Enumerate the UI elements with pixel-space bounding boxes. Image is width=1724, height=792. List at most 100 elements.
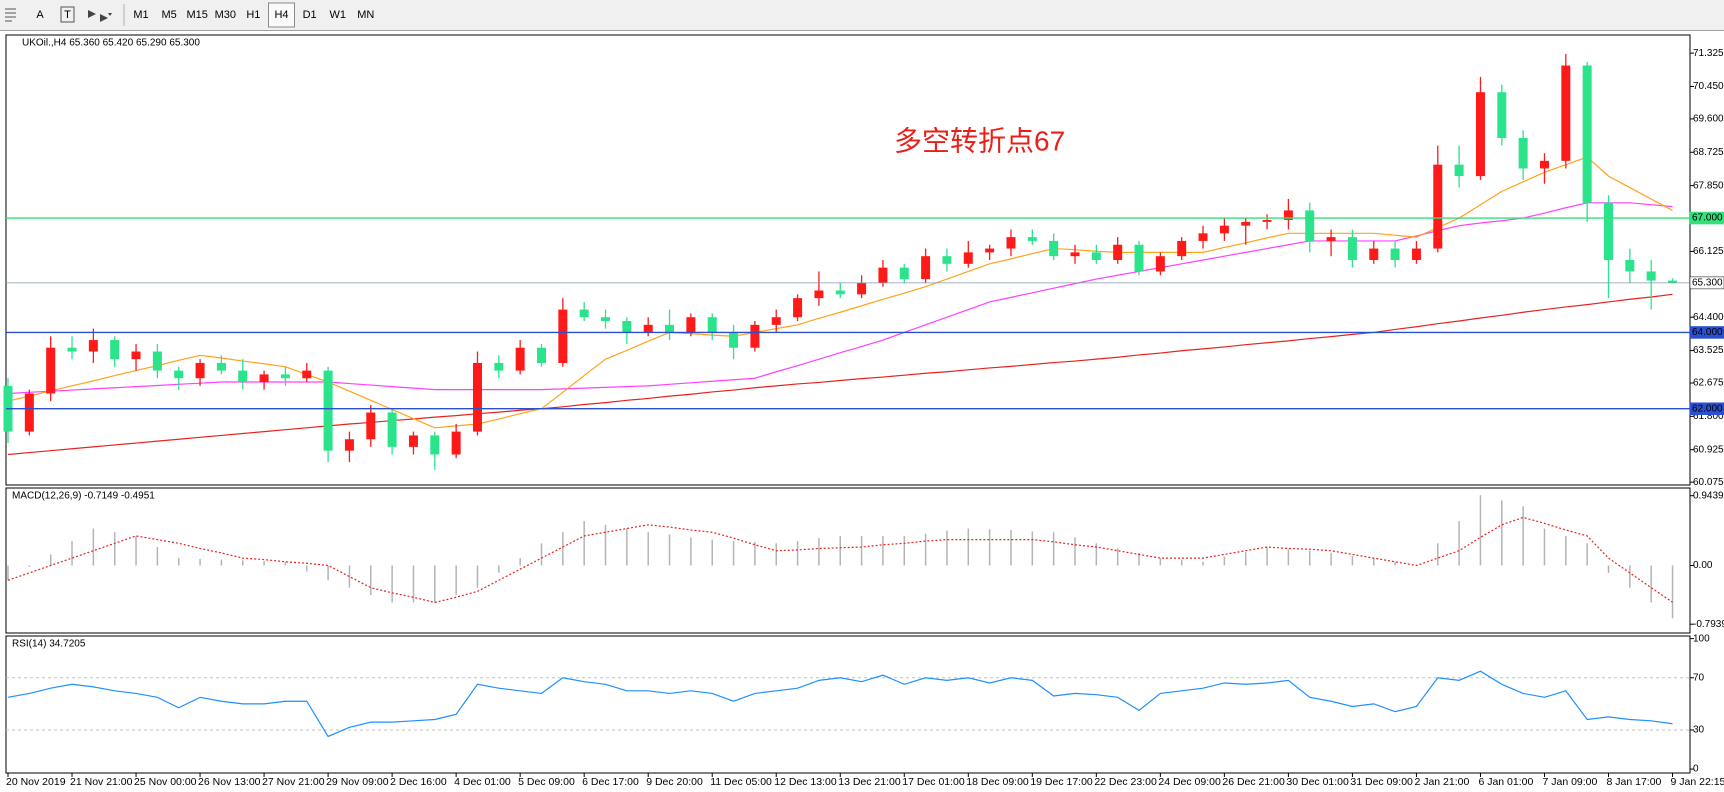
candle-body <box>1390 248 1400 260</box>
candle-body <box>152 351 162 371</box>
y-tick-label: 0.9439 <box>1693 490 1724 501</box>
candle-body <box>942 256 952 264</box>
y-tick-label: 66.125 <box>1693 246 1724 257</box>
candle-body <box>216 362 226 371</box>
y-tick-label: -0.7939 <box>1693 619 1724 630</box>
y-tick-label: 61.800 <box>1693 411 1724 422</box>
candle-body <box>1326 237 1336 241</box>
candle-body <box>771 317 781 325</box>
tool-button[interactable]: T <box>64 9 71 21</box>
candle-body <box>814 290 824 299</box>
y-tick-label: 71.325 <box>1693 48 1724 59</box>
candle-body <box>195 362 205 379</box>
period-button[interactable]: H4 <box>274 9 288 21</box>
candle-body <box>622 321 632 333</box>
y-tick-label: 0 <box>1693 764 1699 775</box>
period-button[interactable]: M1 <box>133 9 148 21</box>
candle-body <box>793 298 803 318</box>
y-tick-label: 68.725 <box>1693 147 1724 158</box>
x-tick-label: 5 Dec 09:00 <box>518 776 575 788</box>
candle-body <box>601 317 611 322</box>
x-tick-label: 4 Dec 01:00 <box>454 776 511 788</box>
candle-body <box>366 412 376 440</box>
y-tick-label: 69.600 <box>1693 114 1724 125</box>
candle-body <box>1283 210 1293 220</box>
period-button[interactable]: M15 <box>186 9 207 21</box>
period-button[interactable]: M5 <box>161 9 176 21</box>
candle-body <box>1241 221 1251 226</box>
x-tick-label: 2 Dec 16:00 <box>390 776 447 788</box>
x-tick-label: 6 Dec 17:00 <box>582 776 639 788</box>
candle-body <box>857 282 867 295</box>
candle-body <box>515 347 525 371</box>
candle-body <box>430 435 440 455</box>
x-tick-label: 11 Dec 05:00 <box>710 776 772 788</box>
period-button[interactable]: D1 <box>303 9 317 21</box>
arrow-tool[interactable] <box>88 10 112 22</box>
candle-body <box>238 370 248 383</box>
x-tick-label: 13 Dec 21:00 <box>838 776 901 788</box>
candle-body <box>1646 271 1656 281</box>
panel-title: RSI(14) 34.7205 <box>12 639 86 650</box>
period-button[interactable]: H1 <box>246 9 260 21</box>
candle-body <box>1006 237 1016 249</box>
candle-body <box>131 351 141 360</box>
candle-body <box>1539 160 1549 169</box>
candle-body <box>899 267 909 280</box>
candle-body <box>1625 260 1635 272</box>
price-label-box <box>1689 276 1724 290</box>
candle-body <box>1561 65 1571 161</box>
x-tick-label: 20 Nov 2019 <box>6 776 66 788</box>
candle-body <box>1475 92 1485 177</box>
y-tick-label: 64.400 <box>1693 312 1724 323</box>
period-button[interactable]: MN <box>357 9 374 21</box>
candle-body <box>750 324 760 348</box>
candle-body <box>451 431 461 455</box>
period-button[interactable]: W1 <box>329 9 346 21</box>
candle-body <box>1369 248 1379 260</box>
candle-body <box>1518 137 1528 169</box>
candle-body <box>1411 248 1421 260</box>
candle-body <box>344 439 354 451</box>
candle-body <box>1049 240 1059 257</box>
candle-body <box>1134 244 1144 272</box>
y-tick-label: 0.00 <box>1693 560 1713 571</box>
candle-body <box>1347 237 1357 260</box>
candle-body <box>835 290 845 295</box>
candle-body <box>1454 164 1464 177</box>
tool-button[interactable]: A <box>36 9 44 21</box>
candle-body <box>259 374 269 383</box>
x-tick-label: 2 Jan 21:00 <box>1414 776 1469 788</box>
candle-body <box>707 317 717 333</box>
y-tick-label: 70.450 <box>1693 81 1724 92</box>
candle-body <box>46 347 56 394</box>
active-period <box>268 2 295 28</box>
candle-body <box>1070 252 1080 257</box>
y-tick-label: 100 <box>1693 633 1710 644</box>
price-label: 62.000 <box>1692 403 1723 414</box>
period-button[interactable]: M30 <box>215 9 236 21</box>
candle-body <box>729 332 739 348</box>
candle-body <box>472 362 482 432</box>
price-label: 65.300 <box>1692 278 1723 289</box>
x-tick-label: 26 Nov 13:00 <box>198 776 261 788</box>
candle-body <box>1604 202 1613 260</box>
x-tick-label: 21 Nov 21:00 <box>70 776 133 788</box>
x-tick-label: 31 Dec 09:00 <box>1350 776 1413 788</box>
price-label-box <box>1689 211 1724 225</box>
y-tick-label: 60.925 <box>1693 444 1724 455</box>
panel <box>5 34 1691 486</box>
candle-body <box>174 370 184 379</box>
candle-body <box>1305 210 1315 241</box>
candle-body <box>537 347 546 363</box>
candle-body <box>921 256 931 280</box>
panel <box>5 487 1691 634</box>
moving-average <box>7 293 1673 456</box>
x-tick-label: 7 Jan 09:00 <box>1542 776 1597 788</box>
y-tick-label: 70 <box>1693 672 1705 683</box>
x-tick-label: 17 Dec 01:00 <box>902 776 965 788</box>
x-tick-label: 8 Jan 17:00 <box>1607 776 1662 788</box>
menu-icon[interactable] <box>5 8 16 22</box>
candle-body <box>1433 164 1443 249</box>
